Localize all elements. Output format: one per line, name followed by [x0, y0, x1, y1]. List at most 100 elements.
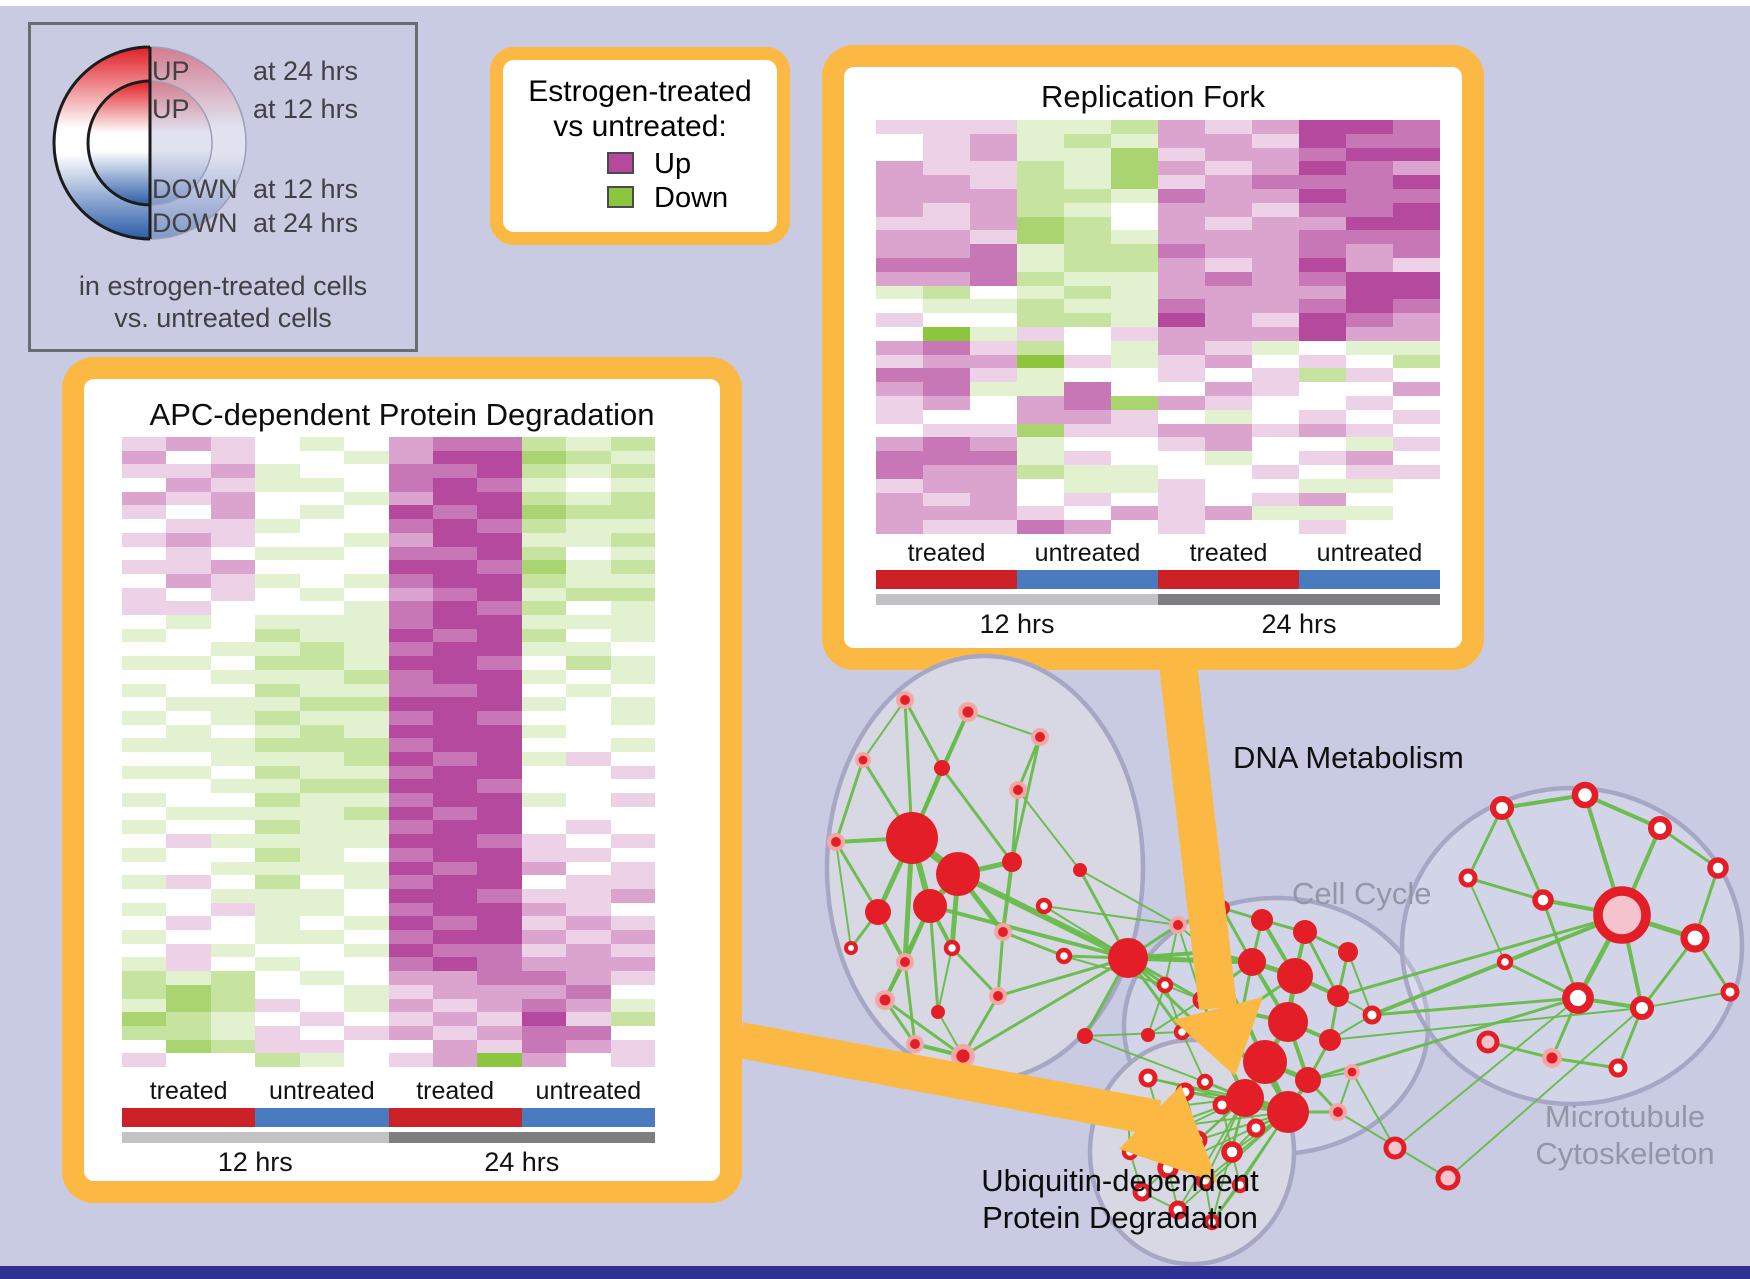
heatmap-cell [1393, 465, 1440, 479]
heatmap-cell [610, 916, 655, 931]
heatmap-cell [477, 1025, 522, 1040]
heatmap-cell [876, 161, 923, 176]
network-edge [1240, 1011, 1267, 1063]
heatmap-cell [970, 175, 1017, 189]
heatmap-cell [1111, 520, 1158, 534]
heatmap-cell [1158, 396, 1205, 410]
heatmap-cell [1017, 354, 1064, 369]
heatmap-cell [1205, 120, 1252, 134]
heatmap-cell [521, 820, 567, 835]
heatmap-cell [344, 464, 389, 479]
heatmap-cell [923, 368, 970, 383]
heatmap-cell [388, 793, 433, 807]
heatmap-cell [1299, 396, 1346, 410]
network-node-core [1035, 732, 1045, 742]
heatmap-cell [344, 779, 389, 794]
heatmap-cell [299, 1025, 345, 1040]
heatmap-cell [344, 519, 389, 533]
heatmap-cell [299, 888, 345, 903]
network-node-red [1073, 863, 1087, 877]
heatmap-cell [923, 327, 970, 341]
heatmap-cell [299, 450, 345, 465]
heatmap-cell [1252, 230, 1299, 245]
heatmap-cell [1393, 175, 1440, 189]
network-edge [883, 961, 907, 1001]
heatmap-cell [1064, 216, 1111, 231]
network-node-halo [896, 691, 914, 709]
heatmap-cell [344, 971, 389, 985]
heatmap-cell [876, 451, 923, 465]
network-node-halo [1344, 1064, 1360, 1080]
timebar-12hrs [876, 594, 1158, 605]
heatmap-cell [388, 710, 433, 725]
heatmap-cell [299, 793, 345, 807]
network-edge [1244, 1097, 1257, 1129]
heatmap-cell [521, 491, 567, 506]
heatmap-cell [255, 724, 300, 739]
heatmap-cell [1252, 216, 1299, 231]
heatmap-cell [923, 202, 970, 217]
heatmap-cell [1064, 327, 1111, 341]
network-edge [883, 999, 917, 1045]
heatmap-cell [1205, 396, 1252, 410]
heatmap-cell [1158, 451, 1205, 465]
heatmap-cell [122, 847, 167, 862]
heatmap-cell [970, 437, 1017, 452]
heatmap-cell [166, 724, 211, 739]
network-edge [928, 905, 954, 949]
network-edge [1337, 995, 1373, 1016]
heatmap-cell [299, 751, 345, 766]
heatmap-cell [122, 806, 167, 821]
heatmap-cell [970, 299, 1017, 314]
heatmap-cell [1299, 354, 1346, 369]
heatmap-cell [1158, 382, 1205, 396]
heatmap-cell [122, 450, 167, 465]
network-edge [1251, 959, 1296, 979]
network-node-donut [1496, 953, 1514, 971]
heatmap-cell [1205, 230, 1252, 245]
heatmap-cell [255, 1012, 300, 1026]
network-edge [1542, 898, 1623, 917]
network-edge [1084, 1035, 1206, 1083]
heatmap-cell [122, 464, 167, 479]
heatmap-cell [432, 519, 478, 533]
heatmap-cell [610, 573, 655, 588]
network-edge [883, 905, 932, 1001]
heatmap-cell [521, 943, 567, 958]
heatmap-cell [255, 697, 300, 711]
heatmap-cell [521, 916, 567, 931]
heatmap-cell [299, 875, 345, 889]
heatmap-cell [610, 943, 655, 958]
heatmap-cell [388, 697, 433, 711]
heatmap-cell [1158, 354, 1205, 369]
network-node-halo [875, 990, 895, 1010]
heatmap-cell [255, 656, 300, 670]
network-edge [1001, 861, 1014, 933]
heatmap-cell [610, 560, 655, 574]
heatmap-cell [344, 957, 389, 972]
heatmap-cell [1346, 189, 1393, 203]
network-edge [835, 836, 913, 844]
heatmap-cell [923, 230, 970, 245]
heatmap-cell [923, 465, 970, 479]
network-node-core [993, 991, 1003, 1001]
heatmap-cell [477, 656, 522, 670]
network-edge [1693, 867, 1720, 939]
network-node-red [865, 899, 891, 925]
network-node-donut [1720, 982, 1740, 1002]
heatmap-cell [1205, 202, 1252, 217]
heatmap-cell [521, 656, 567, 670]
heatmap-cell [566, 943, 611, 958]
heatmap-cell [1346, 327, 1393, 341]
heatmap-cell [344, 930, 389, 944]
heatmap-cell [1017, 285, 1064, 300]
heatmap-cell [477, 806, 522, 821]
apc-heatmap [122, 437, 655, 1067]
heatmap-cell [1064, 271, 1111, 286]
heatmap-cell [255, 902, 300, 917]
network-node-core [1173, 920, 1183, 930]
heatmap-cell [432, 697, 478, 711]
network-node-red [931, 1005, 945, 1019]
network-edge [1161, 1111, 1289, 1129]
heatmap-cell [521, 888, 567, 903]
